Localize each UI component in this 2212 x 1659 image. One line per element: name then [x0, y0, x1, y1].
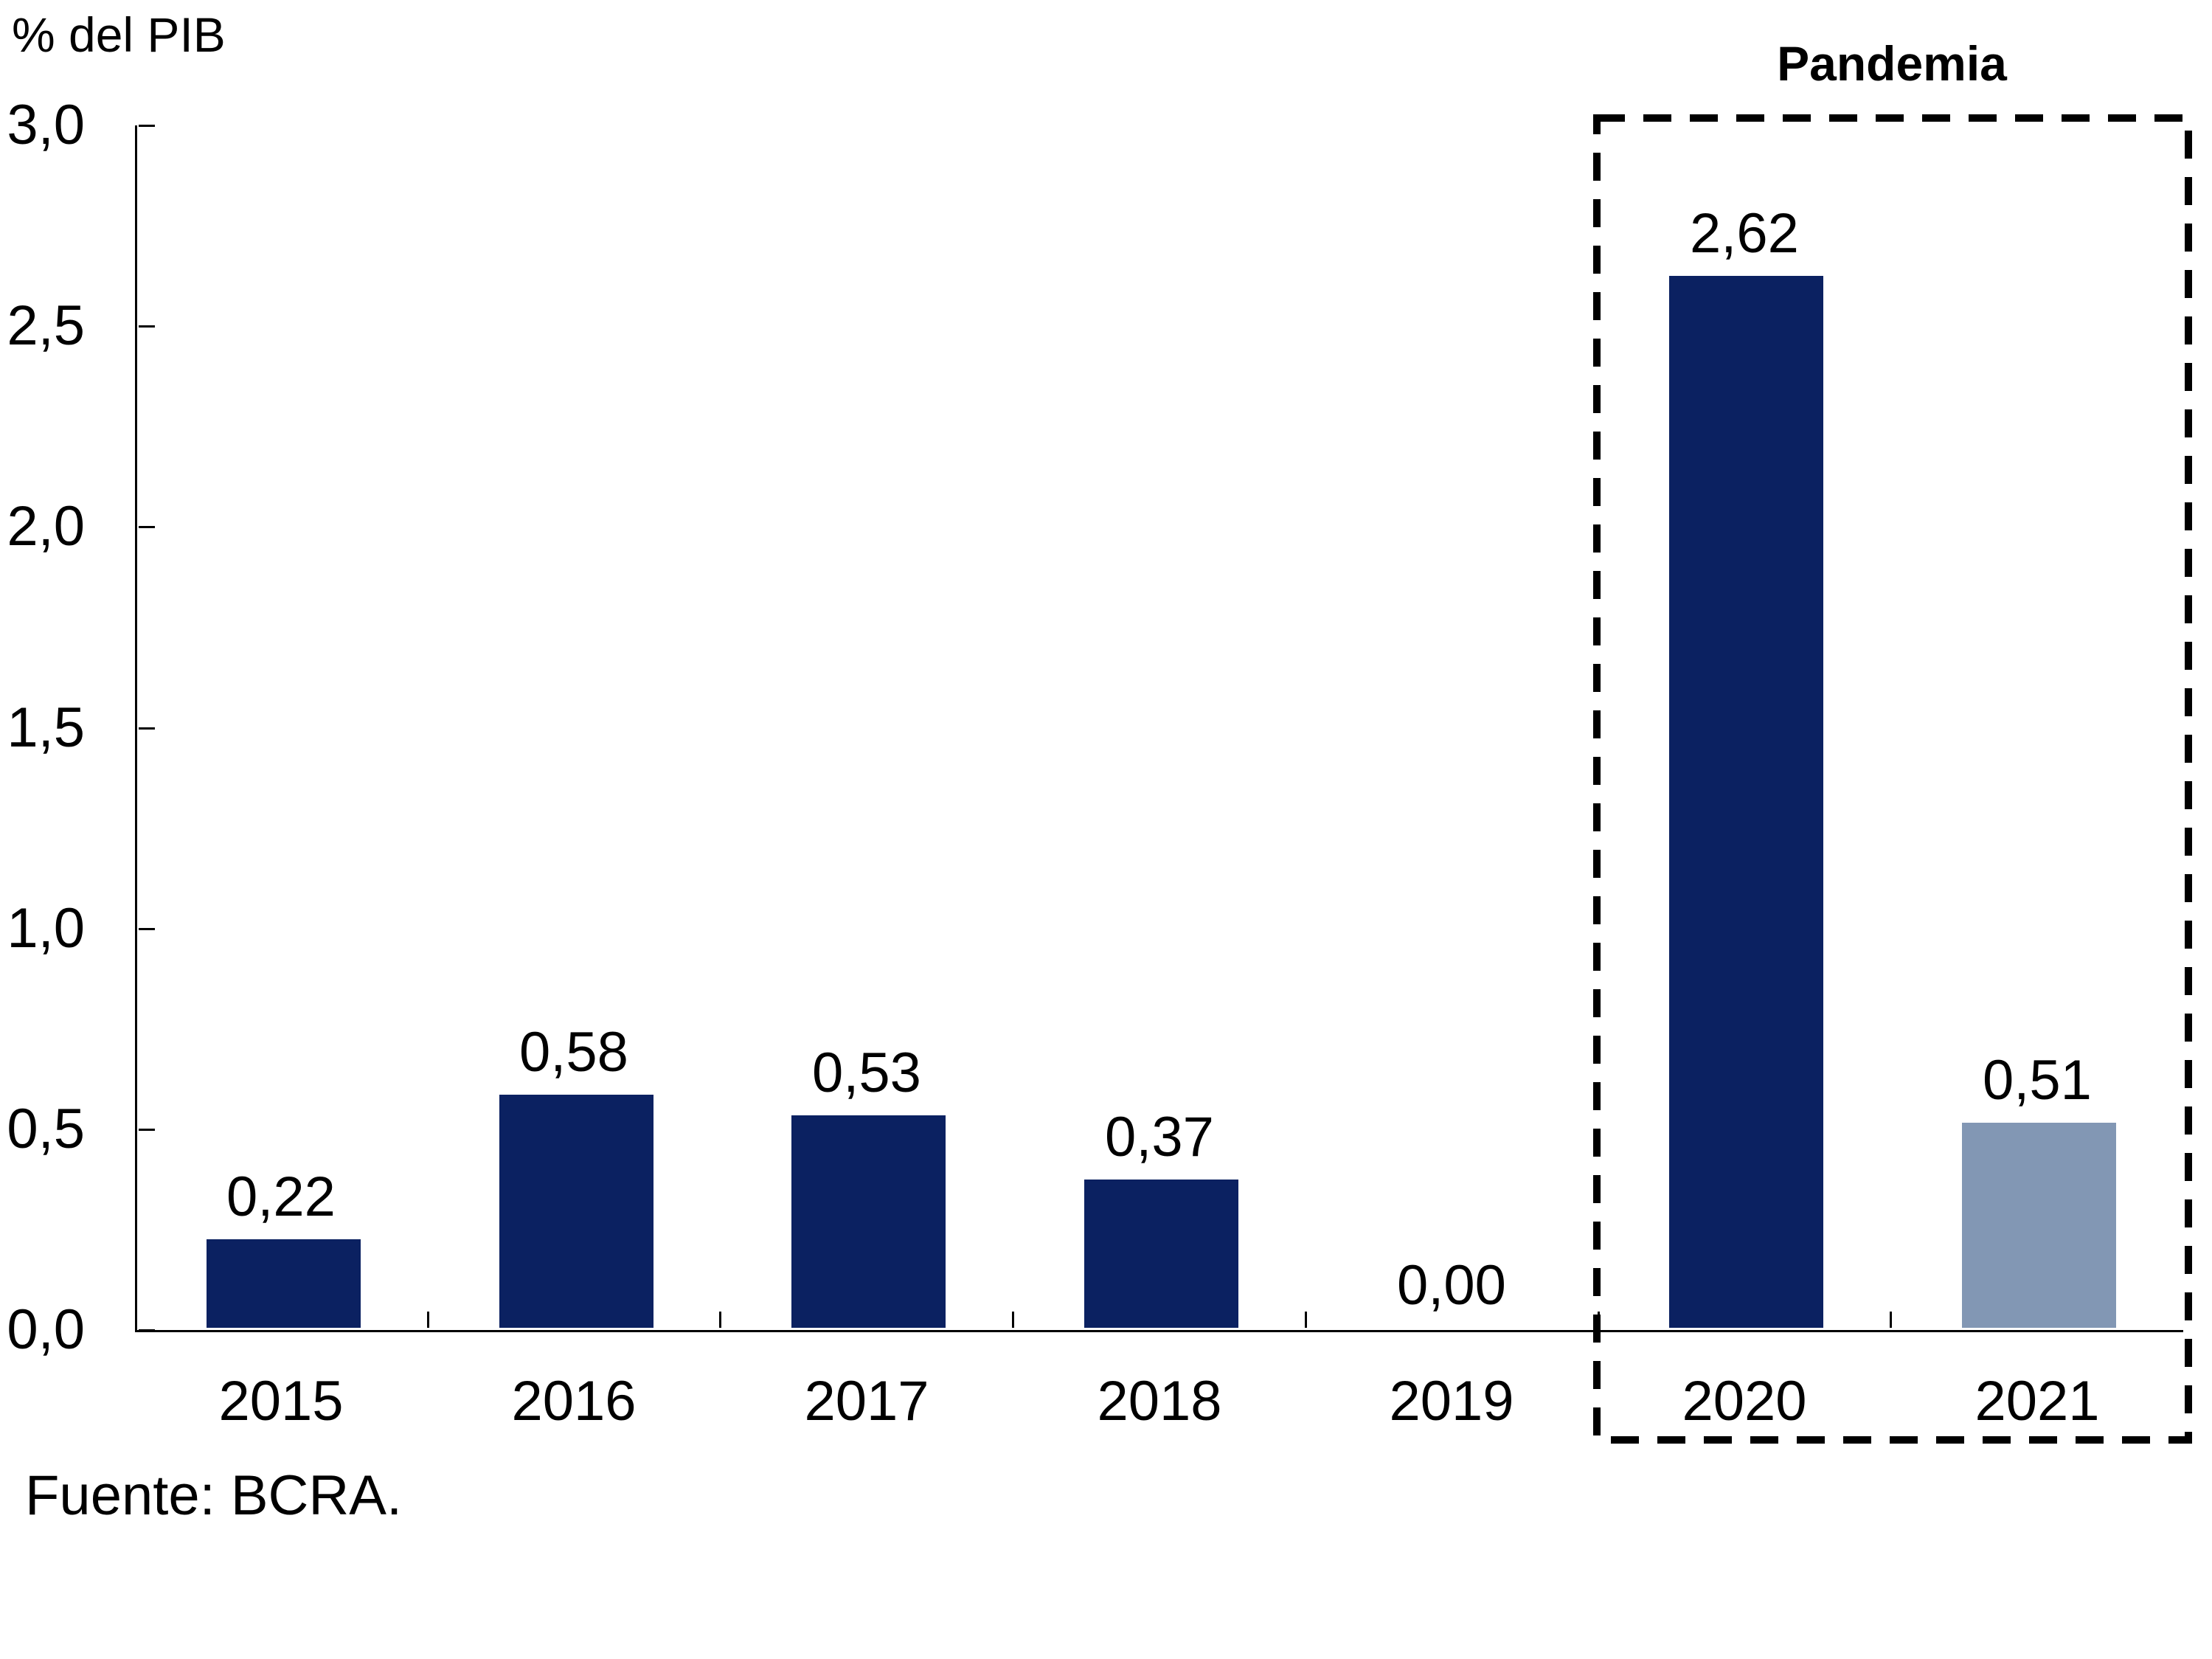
y-axis-tick-label: 0,0: [7, 1298, 85, 1361]
bar-2016: [499, 1095, 653, 1328]
y-axis-tick-label: 2,5: [7, 294, 85, 358]
bar-value-label-2020: 2,62: [1690, 202, 1799, 265]
bar-2020: [1669, 276, 1823, 1328]
y-axis-tick-label: 0,5: [7, 1097, 85, 1160]
y-axis-unit-label: % del PIB: [12, 7, 226, 62]
x-axis-label-2016: 2016: [511, 1370, 637, 1433]
y-axis-tick: [139, 325, 155, 328]
bars-layer: [137, 125, 2183, 1330]
pandemic-dashed-rect: [1593, 114, 2192, 1444]
y-axis-tick-label: 2,0: [7, 495, 85, 558]
y-axis-tick: [139, 927, 155, 930]
x-axis-label-2015: 2015: [218, 1370, 344, 1433]
bar-value-label-2021: 0,51: [1983, 1049, 2092, 1112]
x-axis-tick: [426, 1312, 429, 1328]
x-axis-label-2018: 2018: [1097, 1370, 1222, 1433]
y-axis-tick: [139, 125, 155, 127]
y-axis-tick: [139, 1329, 155, 1331]
bar-value-label-2018: 0,37: [1105, 1106, 1214, 1168]
x-axis-tick: [1597, 1312, 1600, 1328]
x-axis-label-2021: 2021: [1974, 1370, 2100, 1433]
y-axis-tick: [139, 1128, 155, 1131]
x-axis-tick: [1012, 1312, 1015, 1328]
pandemic-dashed-box: [1593, 114, 2192, 1444]
y-axis-tick-label: 3,0: [7, 94, 85, 156]
bar-2017: [791, 1115, 946, 1328]
bar-2015: [207, 1239, 361, 1328]
bar-value-label-2019: 0,00: [1397, 1254, 1506, 1317]
axis-ticks-layer: [137, 125, 2183, 1331]
plot-area: [135, 125, 2183, 1332]
y-axis-tick-label: 1,0: [7, 896, 85, 960]
x-axis-tick: [1304, 1312, 1307, 1328]
bar-2018: [1084, 1180, 1238, 1328]
x-axis-label-2019: 2019: [1389, 1370, 1514, 1433]
source-note: Fuente: BCRA.: [25, 1464, 403, 1527]
bar-value-label-2015: 0,22: [226, 1166, 336, 1228]
y-axis-tick: [139, 727, 155, 730]
bar-value-label-2017: 0,53: [812, 1042, 921, 1104]
bar-value-label-2016: 0,58: [519, 1021, 628, 1084]
x-axis-tick: [719, 1312, 722, 1328]
x-axis-tick: [1890, 1312, 1893, 1328]
y-axis-tick-label: 1,5: [7, 696, 85, 759]
y-axis-tick: [139, 526, 155, 529]
pandemic-annotation-label: Pandemia: [1777, 36, 2007, 91]
x-axis-label-2017: 2017: [804, 1370, 929, 1433]
x-axis-label-2020: 2020: [1682, 1370, 1807, 1433]
bar-2021: [1962, 1123, 2116, 1328]
